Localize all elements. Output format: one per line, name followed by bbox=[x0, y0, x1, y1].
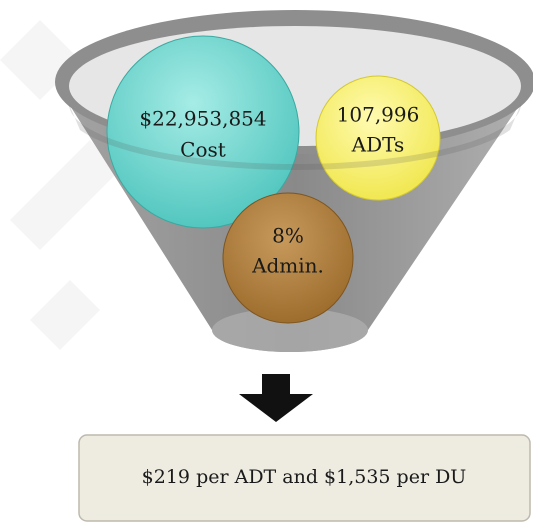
cost-label: Cost bbox=[180, 138, 226, 162]
funnel-diagram: $22,953,854 Cost 107,996 ADTs 8% Admin. … bbox=[0, 0, 533, 527]
adt-value: 107,996 bbox=[337, 103, 420, 127]
admin-label: Admin. bbox=[251, 254, 324, 278]
page: {"funnel": {"items": [ {"value": "$22,95… bbox=[0, 0, 533, 527]
adt-label: ADTs bbox=[351, 133, 405, 157]
result-text: $219 per ADT and $1,535 per DU bbox=[142, 466, 467, 488]
cost-value: $22,953,854 bbox=[139, 107, 266, 131]
down-arrow bbox=[239, 374, 313, 422]
admin-value: 8% bbox=[272, 224, 304, 248]
